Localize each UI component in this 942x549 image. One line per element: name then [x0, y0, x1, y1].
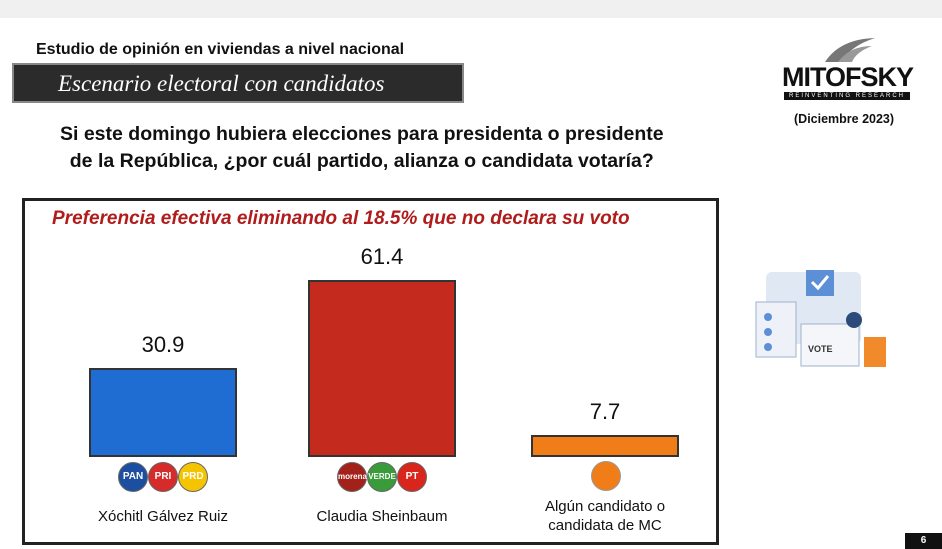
- chart-title: Preferencia efectiva eliminando al 18.5%…: [52, 208, 630, 229]
- party-logo: morena: [337, 462, 367, 492]
- chart-frame: [22, 198, 719, 545]
- top-strip: [0, 0, 942, 18]
- category-label: Claudia Sheinbaum: [316, 508, 448, 525]
- value-label: 30.9: [141, 332, 185, 357]
- party-logo: PT: [397, 462, 427, 492]
- question: Si este domingo hubiera elecciones para …: [60, 121, 664, 175]
- party-logo: PAN: [118, 462, 148, 492]
- brand-logo-mark: [825, 38, 875, 62]
- question-line: de la República, ¿por cuál partido, alia…: [69, 150, 654, 172]
- party-logo: PRD: [178, 462, 208, 492]
- banner: Escenario electoral con candidatos: [12, 63, 464, 103]
- brand-tagline: REINVENTING RESEARCH: [784, 92, 910, 100]
- brand: MITOFSKY: [782, 62, 914, 92]
- question-line: Si este domingo hubiera elecciones para …: [60, 123, 664, 145]
- vote-illustration: VOTE: [755, 270, 886, 367]
- category-label: Xóchitl Gálvez Ruiz: [97, 508, 229, 525]
- party-logo: [591, 461, 621, 491]
- value-label: 61.4: [360, 244, 404, 270]
- date: (Diciembre 2023): [794, 112, 895, 126]
- bar: [531, 434, 679, 457]
- party-logo: PRI: [148, 462, 178, 492]
- party-logo: VERDE: [367, 462, 397, 492]
- banner-text: Escenario electoral con candidatos: [58, 71, 385, 96]
- study-label: Estudio de opinión en viviendas a nivel …: [36, 41, 405, 58]
- value-label: 7.7: [589, 398, 621, 424]
- bar: [308, 280, 456, 457]
- category-label: Algún candidato o candidata de MC: [544, 498, 666, 534]
- page-number: 6: [905, 533, 942, 549]
- illustration-label: VOTE: [808, 344, 833, 354]
- bar: [89, 368, 237, 457]
